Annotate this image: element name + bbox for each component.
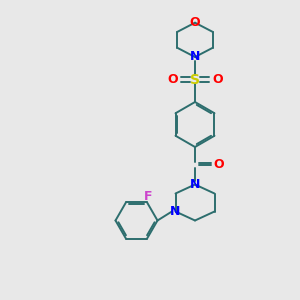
Text: N: N [190,178,200,191]
Text: F: F [144,190,152,203]
Text: O: O [212,73,223,86]
Text: O: O [167,73,178,86]
Text: N: N [170,205,181,218]
Text: O: O [190,16,200,29]
Text: O: O [213,158,224,172]
Text: N: N [190,50,200,64]
Text: S: S [190,73,200,86]
